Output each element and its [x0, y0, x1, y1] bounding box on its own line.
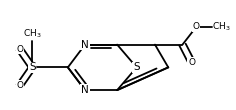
Text: CH$_3$: CH$_3$	[212, 21, 231, 33]
Text: O: O	[16, 81, 23, 90]
Text: CH$_3$: CH$_3$	[23, 28, 42, 40]
Text: S: S	[29, 62, 36, 72]
Text: N: N	[81, 40, 89, 50]
Text: S: S	[133, 62, 140, 72]
Text: N: N	[81, 85, 89, 95]
Text: O: O	[188, 58, 195, 67]
Text: O: O	[16, 45, 23, 54]
Text: O: O	[193, 22, 200, 31]
